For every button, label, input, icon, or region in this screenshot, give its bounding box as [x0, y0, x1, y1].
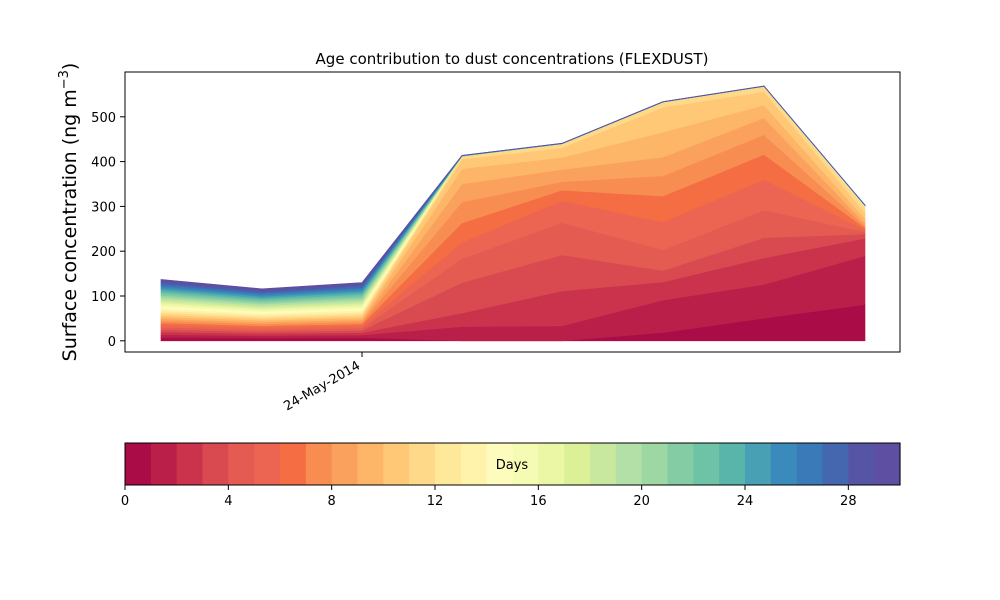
- colorbar-segment: [228, 443, 255, 485]
- colorbar: [125, 443, 901, 485]
- y-axis-label-close: ): [59, 63, 81, 70]
- colorbar-segment: [512, 443, 539, 485]
- colorbar-frame: [124, 442, 901, 486]
- y-axis-label: Surface concentration (ng m−3): [57, 63, 81, 362]
- y-axis: 0 100 200 300 400 500: [91, 111, 125, 350]
- colorbar-segment: [486, 443, 514, 485]
- colorbar-label: Days: [496, 458, 529, 473]
- colorbar-tick-label: 16: [530, 494, 547, 509]
- y-axis-label-superscript: −3: [57, 70, 72, 89]
- y-tick-label: 100: [91, 290, 116, 305]
- colorbar-segment: [150, 443, 178, 485]
- y-tick-label: 500: [91, 111, 116, 126]
- colorbar-segment: [745, 443, 772, 485]
- colorbar-segment: [202, 443, 229, 485]
- colorbar-segment: [693, 443, 720, 485]
- colorbar-segment: [409, 443, 436, 485]
- colorbar-tick-label: 20: [633, 494, 650, 509]
- colorbar-segment: [331, 443, 359, 485]
- colorbar-tick-label: 28: [840, 494, 857, 509]
- colorbar-segment: [176, 443, 204, 485]
- colorbar-segment: [641, 443, 669, 485]
- colorbar-segment: [435, 443, 462, 485]
- y-axis-label-main: Surface concentration (ng m: [59, 89, 81, 361]
- x-axis: 24-May-2014: [281, 352, 363, 414]
- y-tick-label: 0: [108, 335, 116, 350]
- colorbar-segment: [305, 443, 333, 485]
- chart-title: Age contribution to dust concentrations …: [316, 50, 709, 68]
- colorbar-tick-label: 24: [737, 494, 754, 509]
- colorbar-segment: [383, 443, 410, 485]
- colorbar-tick-label: 8: [328, 494, 336, 509]
- x-tick-label: 24-May-2014: [281, 358, 363, 414]
- y-tick-label: 300: [91, 200, 116, 215]
- colorbar-segment: [460, 443, 488, 485]
- colorbar-segment: [770, 443, 798, 485]
- colorbar-segment: [564, 443, 591, 485]
- colorbar-segment: [822, 443, 849, 485]
- colorbar-segment: [590, 443, 617, 485]
- stacked-area-layers: [160, 85, 866, 342]
- area-layer-day-29: [160, 85, 866, 291]
- y-tick-label: 400: [91, 156, 116, 171]
- colorbar-segment: [848, 443, 875, 485]
- colorbar-segment: [615, 443, 643, 485]
- colorbar-tick-label: 12: [427, 494, 444, 509]
- colorbar-segment: [125, 443, 152, 485]
- colorbar-segment: [357, 443, 384, 485]
- colorbar-tick-label: 0: [121, 494, 129, 509]
- plot-frame: [124, 71, 901, 353]
- colorbar-segment: [538, 443, 565, 485]
- colorbar-segment: [874, 443, 901, 485]
- colorbar-segment: [719, 443, 746, 485]
- colorbar-segment: [280, 443, 307, 485]
- colorbar-segment: [667, 443, 694, 485]
- y-tick-label: 200: [91, 245, 116, 260]
- colorbar-axis: 0 4 8 12 16 20 24 28: [121, 485, 857, 509]
- colorbar-segment: [796, 443, 824, 485]
- colorbar-tick-label: 4: [224, 494, 232, 509]
- colorbar-segment: [254, 443, 281, 485]
